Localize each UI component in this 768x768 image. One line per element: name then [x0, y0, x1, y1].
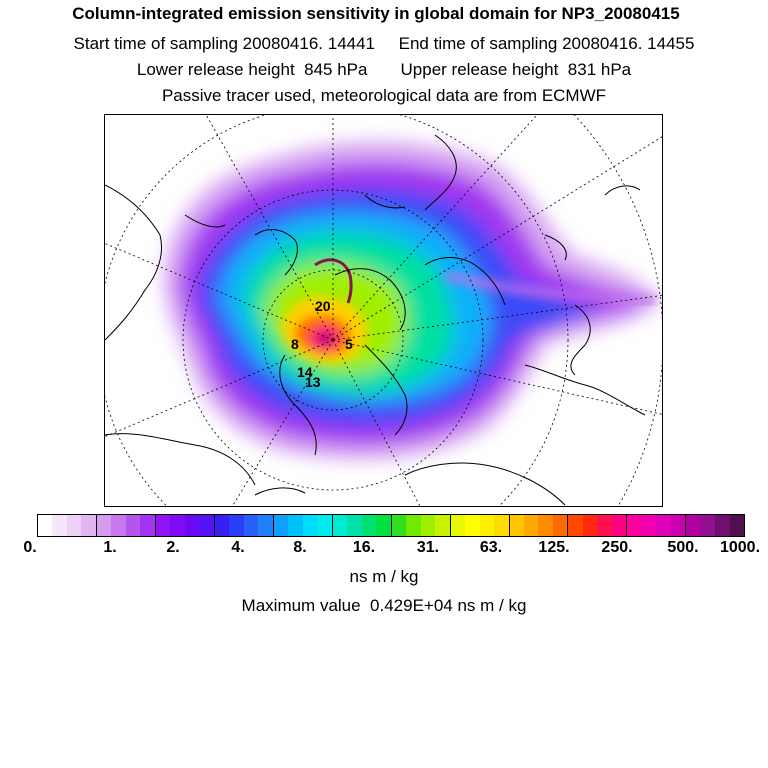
colorbar-segment — [523, 515, 539, 536]
colorbar-segment — [229, 515, 244, 536]
emission-sensitivity-map: 20 8 5 14 13 — [104, 114, 663, 507]
coastlines — [105, 134, 646, 506]
colorbar-segment — [494, 515, 510, 536]
colorbar-tick-label: 8. — [293, 539, 307, 556]
colorbar-tick-label: 250. — [601, 539, 633, 556]
sensitivity-core — [282, 296, 368, 364]
colorbar-segment — [96, 515, 112, 536]
colorbar-segment — [729, 515, 745, 536]
release-height-line: Lower release height 845 hPa Upper relea… — [136, 60, 632, 79]
colorbar-segment — [170, 515, 185, 536]
colorbar-segment — [66, 515, 82, 536]
release-label-4: 14 — [297, 364, 313, 380]
map-canvas: 20 8 5 14 13 — [105, 115, 662, 506]
colorbar-segment — [627, 515, 642, 536]
colorbar-segment — [52, 515, 67, 536]
colorbar-segment — [568, 515, 583, 536]
colorbar-segment — [435, 515, 451, 536]
plot-title: Column-integrated emission sensitivity i… — [72, 4, 680, 23]
colorbar-segment — [111, 515, 126, 536]
release-label-1: 20 — [315, 298, 331, 314]
colorbar-segment — [479, 515, 495, 536]
colorbar-segment — [332, 515, 348, 536]
colorbar-segment — [597, 515, 612, 536]
colorbar-segment — [700, 515, 716, 536]
colorbar-segment — [184, 515, 200, 536]
colorbar-tick-label: 1. — [103, 539, 117, 556]
colorbar-tick-label: 4. — [231, 539, 245, 556]
colorbar-segment — [538, 515, 553, 536]
colorbar-segment — [361, 515, 377, 536]
colorbar-segment — [582, 515, 598, 536]
colorbar-segment — [670, 515, 687, 536]
colorbar-segment — [391, 515, 407, 536]
colorbar-segment — [686, 515, 701, 536]
colorbar-segment — [273, 515, 289, 536]
colorbar-tick-label: 0. — [23, 539, 37, 556]
colorbar-segment — [465, 515, 480, 536]
colorbar-segment — [258, 515, 274, 536]
colorbar-tick-label: 500. — [667, 539, 699, 556]
colorbar-segment — [317, 515, 333, 536]
colorbar-segment — [450, 515, 466, 536]
colorbar-segment — [509, 515, 524, 536]
colorbar-segment — [243, 515, 259, 536]
colorbar — [37, 514, 745, 537]
tracer-info-line: Passive tracer used, meteorological data… — [161, 86, 607, 105]
release-label-3: 5 — [345, 336, 353, 352]
colorbar-tick-label: 63. — [479, 539, 503, 556]
eastward-plume-streamer — [443, 270, 656, 306]
maximum-value-text: Maximum value 0.429E+04 ns m / kg — [241, 596, 527, 615]
colorbar-segment — [641, 515, 657, 536]
colorbar-segment — [302, 515, 318, 536]
colorbar-segment — [656, 515, 671, 536]
colorbar-segment — [715, 515, 730, 536]
colorbar-segment — [611, 515, 628, 536]
colorbar-tick-label: 1000. — [719, 539, 761, 556]
colorbar-tick-label: 2. — [166, 539, 180, 556]
colorbar-segment — [125, 515, 141, 536]
colorbar-segment — [406, 515, 421, 536]
colorbar-segment — [155, 515, 171, 536]
colorbar-segment — [376, 515, 392, 536]
trajectory-arc — [314, 258, 353, 304]
colorbar-segment — [38, 515, 53, 536]
colorbar-segment — [81, 515, 97, 536]
colorbar-units: ns m / kg — [349, 567, 419, 586]
colorbar-segment — [347, 515, 362, 536]
colorbar-tick-label: 125. — [538, 539, 570, 556]
colorbar-segment — [288, 515, 303, 536]
colorbar-tick-label: 31. — [416, 539, 440, 556]
colorbar-segment — [214, 515, 230, 536]
release-label-5: 13 — [305, 374, 321, 390]
colorbar-segment — [199, 515, 215, 536]
sampling-time-line: Start time of sampling 20080416. 14441 E… — [73, 34, 695, 53]
colorbar-segment — [552, 515, 569, 536]
release-label-2: 8 — [291, 336, 299, 352]
meridians — [105, 115, 662, 506]
colorbar-segment — [140, 515, 156, 536]
colorbar-segment — [420, 515, 436, 536]
colorbar-tick-label: 16. — [352, 539, 376, 556]
